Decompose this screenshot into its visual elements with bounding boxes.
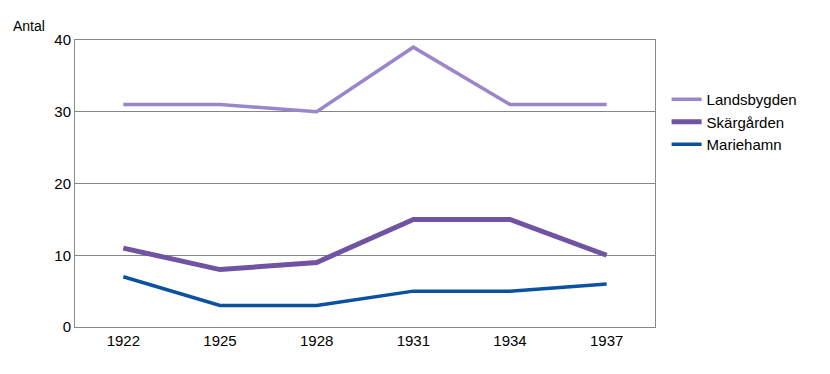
svg-text:10: 10 [54,247,71,264]
svg-text:Landsbygden: Landsbygden [707,91,797,108]
svg-text:1922: 1922 [107,332,140,349]
svg-text:1934: 1934 [493,332,526,349]
svg-text:30: 30 [54,103,71,120]
svg-text:20: 20 [54,175,71,192]
svg-text:1928: 1928 [300,332,333,349]
svg-text:1931: 1931 [397,332,430,349]
svg-text:0: 0 [63,318,71,335]
svg-text:1925: 1925 [203,332,236,349]
svg-text:Skärgården: Skärgården [707,114,785,131]
svg-text:Mariehamn: Mariehamn [707,136,782,153]
svg-text:40: 40 [54,31,71,48]
svg-text:1937: 1937 [590,332,623,349]
svg-text:Antal: Antal [13,18,45,34]
